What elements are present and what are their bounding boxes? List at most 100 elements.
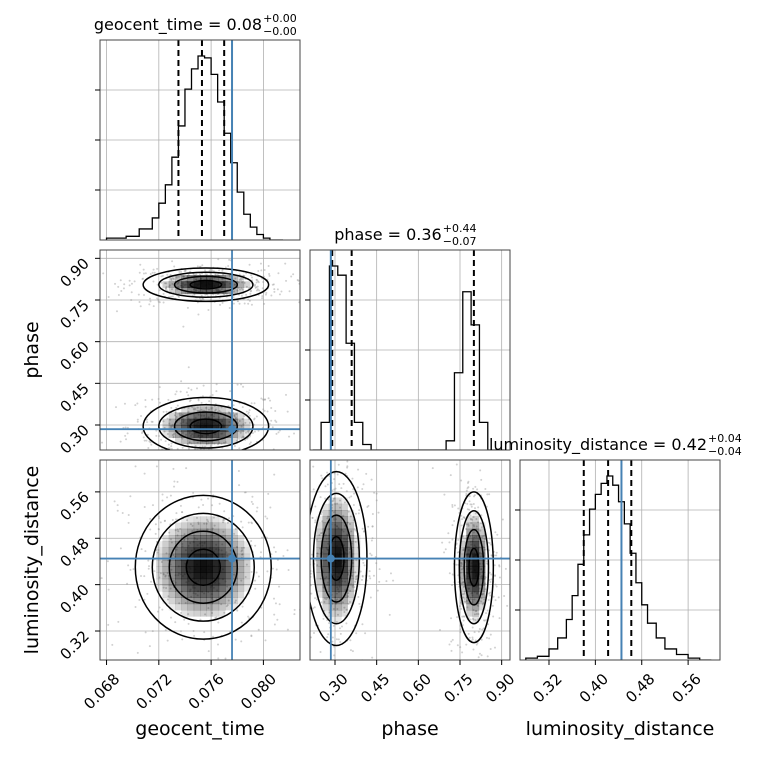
sample-point bbox=[220, 603, 223, 606]
sample-point bbox=[348, 496, 351, 499]
sample-point bbox=[145, 418, 148, 421]
density-cell bbox=[181, 603, 188, 611]
sample-point bbox=[227, 265, 230, 268]
sample-point bbox=[226, 585, 229, 588]
sample-point bbox=[209, 445, 212, 448]
sample-point bbox=[438, 628, 441, 631]
sample-point bbox=[493, 554, 496, 557]
sample-point bbox=[194, 447, 197, 450]
sample-point bbox=[269, 506, 272, 509]
density-cell bbox=[181, 585, 188, 592]
sample-point bbox=[223, 510, 226, 513]
density-cell bbox=[460, 578, 467, 586]
sample-point bbox=[359, 570, 362, 573]
sample-point bbox=[249, 290, 252, 293]
sample-point bbox=[114, 406, 117, 409]
panel-title: luminosity_distance = 0.42 bbox=[489, 435, 707, 455]
sample-point bbox=[355, 559, 358, 562]
sample-point bbox=[464, 600, 467, 603]
density-cell bbox=[472, 535, 480, 542]
density-cell bbox=[193, 516, 201, 523]
sample-point bbox=[169, 538, 172, 541]
sample-point bbox=[319, 651, 322, 654]
density-cell bbox=[156, 541, 163, 548]
density-cell bbox=[231, 597, 238, 605]
sample-point bbox=[148, 440, 151, 443]
sample-point bbox=[490, 543, 493, 546]
sample-point bbox=[480, 478, 483, 481]
density-cell bbox=[231, 541, 238, 548]
sample-point bbox=[233, 415, 236, 418]
sample-point bbox=[333, 497, 336, 500]
density-cell bbox=[212, 560, 220, 567]
sample-point bbox=[455, 463, 458, 466]
sample-point bbox=[176, 447, 179, 450]
sample-point bbox=[236, 546, 239, 549]
density-cell bbox=[168, 287, 176, 295]
marks-layer bbox=[100, 40, 712, 660]
sample-point bbox=[182, 325, 185, 328]
sample-point bbox=[211, 496, 214, 499]
density-cell bbox=[466, 522, 473, 530]
sample-point bbox=[232, 404, 235, 407]
sample-point bbox=[460, 607, 463, 610]
density-cell bbox=[181, 431, 188, 438]
x-axis-label: luminosity_distance bbox=[526, 718, 715, 740]
sample-point bbox=[460, 562, 463, 565]
density-cell bbox=[478, 578, 486, 586]
density-cell bbox=[335, 503, 342, 511]
sample-point bbox=[151, 398, 154, 401]
density-cell bbox=[162, 566, 170, 573]
density-cell bbox=[237, 585, 245, 592]
sample-point bbox=[347, 572, 350, 575]
sample-point bbox=[241, 553, 244, 556]
sample-point bbox=[335, 638, 338, 641]
sample-point bbox=[172, 436, 175, 439]
sample-point bbox=[241, 281, 244, 284]
density-cell bbox=[162, 418, 170, 426]
sample-point bbox=[157, 435, 160, 438]
sample-point bbox=[167, 559, 170, 562]
sample-point bbox=[293, 608, 296, 611]
sample-point bbox=[367, 504, 370, 507]
sample-point bbox=[259, 262, 262, 265]
sample-point bbox=[300, 591, 302, 593]
sample-point bbox=[350, 530, 353, 533]
density-cell bbox=[156, 560, 163, 567]
sample-point bbox=[199, 265, 202, 268]
sample-point bbox=[339, 632, 342, 635]
sample-point bbox=[253, 284, 256, 287]
density-cell bbox=[472, 516, 480, 523]
sample-point bbox=[201, 395, 204, 398]
sample-point bbox=[385, 580, 388, 583]
sample-point bbox=[205, 273, 208, 276]
sample-point bbox=[354, 540, 357, 543]
density-cell bbox=[175, 535, 182, 542]
sample-point bbox=[158, 517, 161, 520]
sample-point bbox=[253, 402, 256, 405]
sample-point bbox=[485, 636, 488, 639]
sample-point bbox=[361, 527, 364, 530]
sample-point bbox=[228, 274, 231, 277]
sample-point bbox=[117, 620, 120, 623]
sample-point bbox=[347, 592, 350, 595]
sample-point bbox=[461, 651, 464, 654]
sample-point bbox=[361, 623, 364, 626]
sample-point bbox=[482, 535, 485, 538]
sample-point bbox=[107, 588, 110, 591]
sample-point bbox=[275, 420, 278, 423]
sample-point bbox=[307, 658, 309, 660]
density-cell bbox=[341, 585, 348, 592]
sample-point bbox=[180, 270, 183, 273]
density-cell bbox=[193, 597, 201, 605]
sample-point bbox=[476, 642, 479, 645]
density-cell bbox=[206, 406, 213, 413]
sample-point bbox=[492, 595, 495, 598]
sample-point bbox=[208, 269, 211, 272]
sample-point bbox=[138, 271, 141, 274]
sample-point bbox=[179, 413, 182, 416]
sample-point bbox=[157, 515, 160, 518]
sample-point bbox=[164, 467, 166, 469]
density-cell bbox=[175, 528, 182, 536]
sample-point bbox=[150, 580, 153, 583]
